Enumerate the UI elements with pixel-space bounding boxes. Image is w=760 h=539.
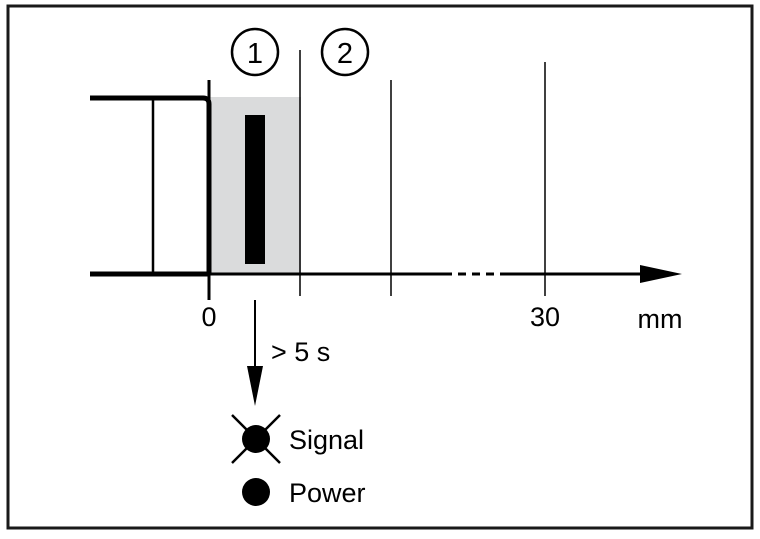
timing-arrow <box>247 300 263 406</box>
marker-2: 2 <box>320 27 370 77</box>
marker-1-label: 1 <box>247 38 263 70</box>
tick-label-thirty: 30 <box>530 302 560 332</box>
legend-power-label: Power <box>289 478 366 508</box>
led-on-filled-icon <box>242 478 270 506</box>
sensor-housing <box>90 95 212 277</box>
marker-1: 1 <box>230 27 280 77</box>
axis-arrow-icon <box>640 265 682 283</box>
target-object <box>245 115 265 264</box>
tick-label-zero: 0 <box>201 302 216 332</box>
axis-unit-label: mm <box>638 304 683 334</box>
legend-signal-label: Signal <box>289 425 364 455</box>
marker-2-label: 2 <box>337 38 353 70</box>
down-arrow-icon <box>247 366 263 406</box>
led-off-crossed-icon <box>231 414 281 464</box>
diagram-frame <box>6 4 754 530</box>
distance-axis <box>209 265 682 283</box>
timing-label: > 5 s <box>271 337 330 367</box>
